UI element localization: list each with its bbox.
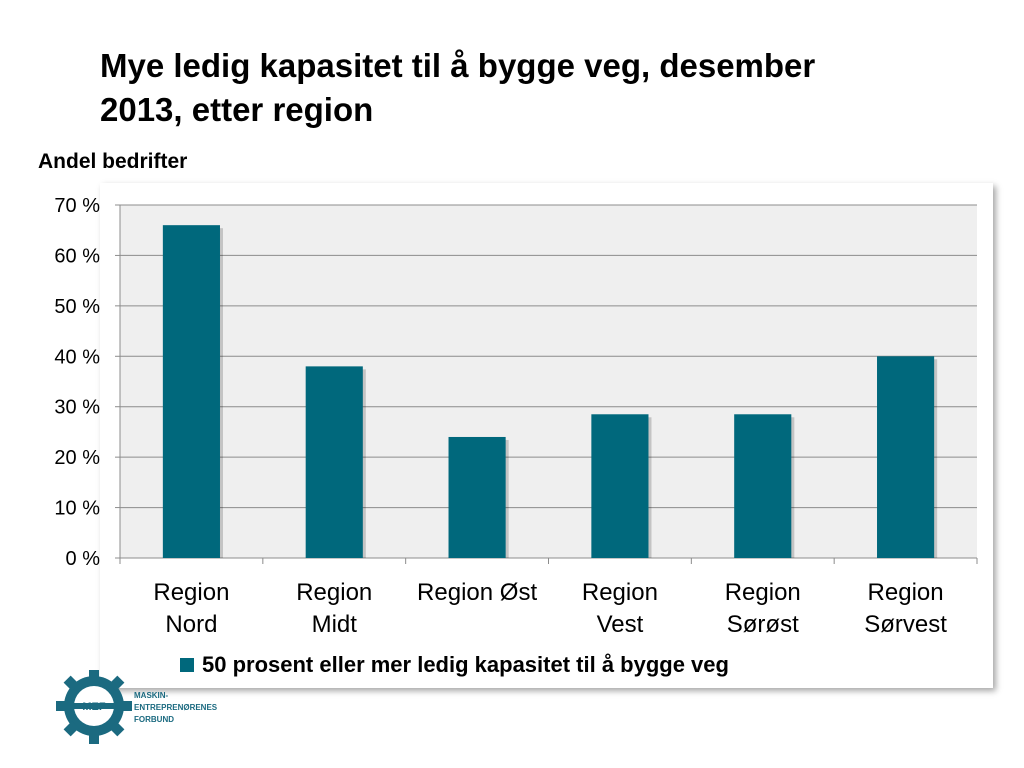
- x-tick-label: Region: [582, 579, 658, 606]
- y-tick-label: 50 %: [54, 296, 100, 318]
- x-tick-label: Vest: [597, 611, 644, 638]
- y-tick-label: 10 %: [54, 498, 100, 520]
- logo-name-line: MASKIN-: [134, 691, 169, 700]
- x-tick-label: Nord: [165, 611, 217, 638]
- y-tick-label: 70 %: [54, 195, 100, 217]
- logo-name: MASKIN- ENTREPRENØRENES FORBUND: [134, 690, 217, 726]
- slide-title-line1: Mye ledig kapasitet til å bygge veg, des…: [100, 47, 816, 84]
- logo-name-line: ENTREPRENØRENES: [134, 703, 218, 712]
- x-tick-label: Midt: [312, 611, 358, 638]
- gear-icon: MEF: [56, 670, 132, 744]
- bar: [448, 436, 506, 558]
- x-tick-label: Sørøst: [727, 611, 799, 638]
- slide-title: Mye ledig kapasitet til å bygge veg, des…: [100, 44, 980, 132]
- y-tick-label: 0 %: [66, 548, 101, 570]
- x-tick-label: Region: [725, 579, 801, 606]
- legend-swatch: [180, 658, 194, 672]
- y-tick-label: 40 %: [54, 346, 100, 368]
- logo-name-line: FORBUND: [134, 715, 174, 724]
- x-tick-label: Region: [153, 579, 229, 606]
- bar: [305, 366, 363, 558]
- y-tick-label: 60 %: [54, 245, 100, 267]
- logo-mark-text: MEF: [82, 701, 106, 713]
- bar: [877, 356, 935, 558]
- x-tick-label: Region: [296, 579, 372, 606]
- mef-logo: MEF: [56, 670, 132, 744]
- y-axis-caption: Andel bedrifter: [38, 150, 188, 173]
- bar: [734, 414, 792, 558]
- x-tick-label: Sørvest: [864, 611, 947, 638]
- x-tick-label: Region Øst: [417, 579, 537, 606]
- legend-label: 50 prosent eller mer ledig kapasitet til…: [202, 652, 729, 677]
- plot-area: [120, 205, 977, 558]
- bar: [591, 414, 649, 558]
- x-tick-label: Region: [868, 579, 944, 606]
- slide-title-line2: 2013, etter region: [100, 91, 374, 128]
- y-tick-label: 30 %: [54, 397, 100, 419]
- bar: [162, 225, 220, 558]
- y-tick-label: 20 %: [54, 447, 100, 469]
- legend: 50 prosent eller mer ledig kapasitet til…: [180, 652, 729, 678]
